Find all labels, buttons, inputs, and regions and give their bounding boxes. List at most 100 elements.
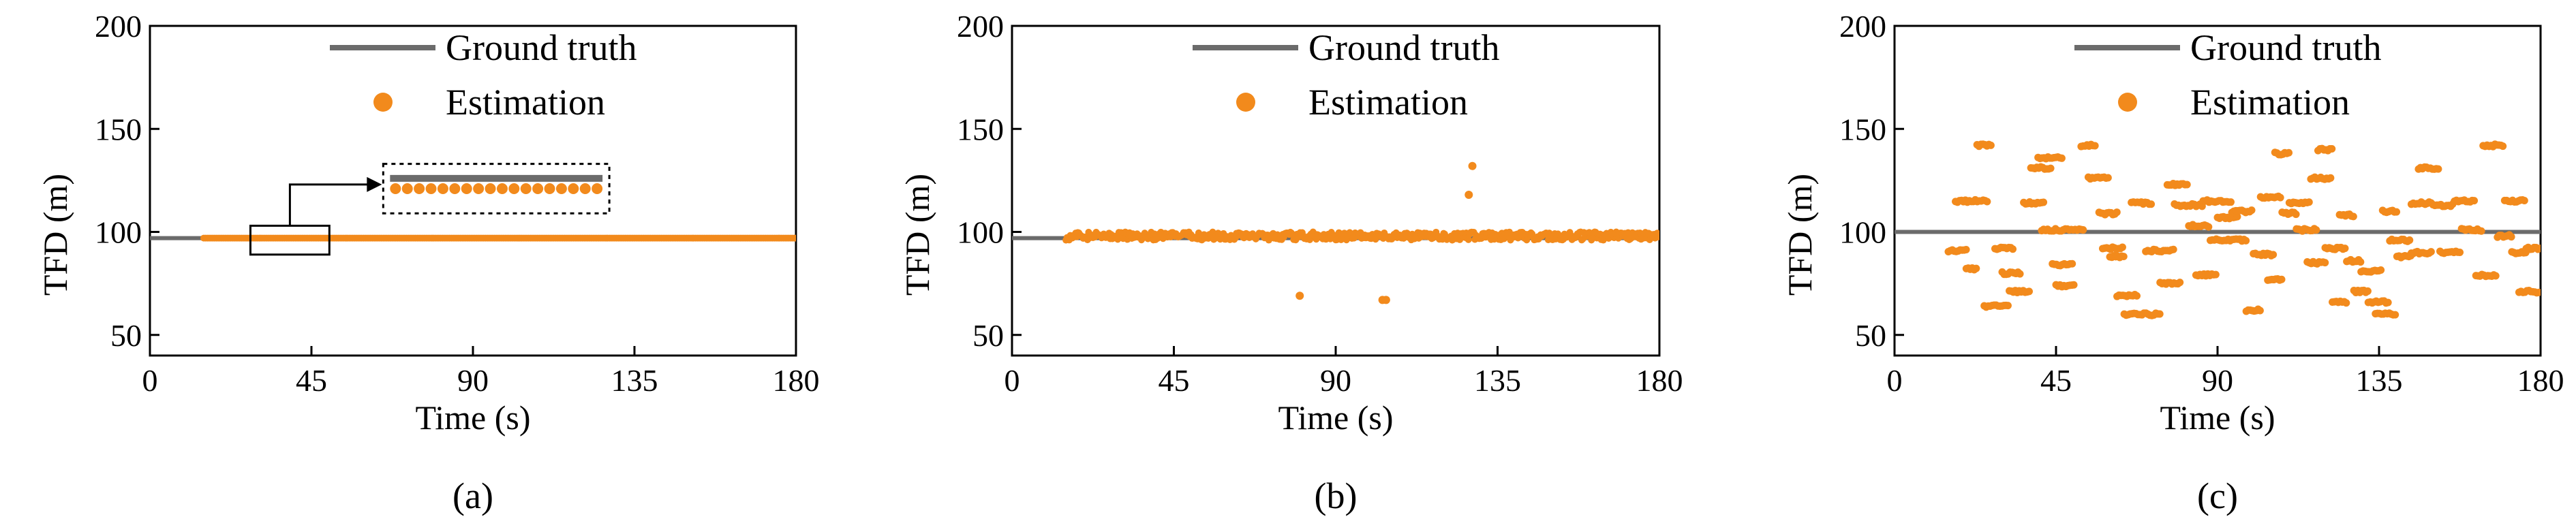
x-tick-label: 45 — [296, 363, 327, 398]
estimation-point — [793, 234, 796, 242]
panel-caption: (a) — [453, 475, 493, 516]
estimation-point — [2256, 306, 2264, 315]
x-tick-label: 45 — [1159, 363, 1190, 398]
estimation-point — [2427, 248, 2435, 256]
y-tick-label: 100 — [957, 215, 1004, 250]
y-tick-label: 200 — [957, 9, 1004, 44]
estimation-point — [2233, 213, 2241, 221]
x-tick-label: 45 — [2040, 363, 2072, 398]
zoom-estimation-point — [555, 183, 567, 194]
estimation-point — [2391, 311, 2399, 319]
x-tick-label: 180 — [1636, 363, 1683, 398]
estimation-point — [2248, 206, 2256, 215]
x-tick-label: 180 — [2517, 363, 2564, 398]
estimation-point — [2004, 302, 2012, 310]
plot-area — [1012, 161, 1659, 304]
estimation-point — [2321, 259, 2329, 267]
zoom-estimation-point — [390, 183, 401, 194]
plot-area — [150, 234, 796, 242]
panel-caption: (b) — [1315, 475, 1358, 516]
estimation-point — [1468, 161, 1477, 170]
estimation-point — [2477, 227, 2485, 235]
zoom-estimation-point — [473, 183, 485, 194]
zoom-inset-box — [382, 163, 611, 215]
legend-ground-truth-label: Ground truth — [446, 27, 637, 68]
zoom-estimation-point — [579, 183, 591, 194]
estimation-point — [2057, 154, 2066, 162]
estimation-point — [2070, 281, 2078, 289]
zoom-estimation-point — [520, 183, 532, 194]
estimation-point — [2499, 142, 2507, 151]
legend-ground-truth-label: Ground truth — [2190, 27, 2381, 68]
y-tick-label: 100 — [95, 215, 142, 250]
zoom-arrow-line — [288, 183, 374, 226]
y-tick-label: 50 — [1855, 318, 1886, 353]
estimation-point — [2349, 213, 2357, 221]
y-tick-label: 150 — [957, 112, 1004, 146]
estimation-point — [2520, 196, 2528, 204]
zoom-estimation-point — [449, 183, 461, 194]
x-tick-label: 135 — [2356, 363, 2403, 398]
estimation-point — [1381, 296, 1390, 304]
legend-estimation-swatch — [1236, 93, 1255, 112]
estimation-point — [2156, 310, 2164, 318]
x-tick-label: 90 — [2202, 363, 2233, 398]
estimation-point — [2046, 164, 2055, 172]
x-axis-title: Time (s) — [2160, 398, 2275, 437]
zoom-estimation-point — [414, 183, 425, 194]
zoom-arrow-head — [367, 176, 382, 192]
zoom-estimation-point — [532, 183, 544, 194]
x-tick-label: 180 — [773, 363, 820, 398]
estimation-point — [2534, 288, 2541, 296]
zoom-estimation-point — [461, 183, 472, 194]
estimation-point — [2025, 287, 2033, 296]
estimation-point — [2269, 251, 2278, 259]
estimation-point — [2456, 248, 2464, 256]
estimation-point — [2176, 279, 2184, 287]
x-tick-label: 0 — [1005, 363, 1020, 398]
estimation-point — [2393, 208, 2401, 216]
estimation-point — [1983, 198, 1991, 206]
estimation-point — [2211, 270, 2220, 279]
estimation-point — [2242, 236, 2250, 245]
estimation-point — [2068, 260, 2076, 268]
zoom-estimation-point — [508, 183, 520, 194]
zoom-inset-annotation — [249, 163, 611, 256]
estimation-point — [2118, 243, 2126, 251]
estimation-point — [1295, 292, 1304, 300]
estimation-point — [2292, 210, 2300, 219]
estimation-point — [2104, 174, 2112, 182]
estimation-point — [2305, 198, 2313, 206]
estimation-point — [2341, 245, 2349, 253]
zoom-estimation-point — [437, 183, 448, 194]
zoom-estimation-point — [496, 183, 508, 194]
estimation-point — [2079, 226, 2087, 234]
estimation-point — [2384, 298, 2392, 306]
panel-c: 0 45 90 135 180 50 100 150 200 Time (s) TFD (m) (c)… — [1781, 9, 2564, 516]
estimation-point — [2169, 245, 2177, 253]
zoom-estimation-point — [485, 183, 496, 194]
x-tick-label: 135 — [611, 363, 658, 398]
legend-estimation-label: Estimation — [1308, 82, 1468, 123]
y-tick-label: 50 — [972, 318, 1004, 353]
zoom-estimation-point — [401, 183, 413, 194]
y-tick-label: 200 — [95, 9, 142, 44]
estimation-point — [2278, 275, 2286, 283]
estimation-point — [2357, 258, 2365, 266]
x-tick-label: 0 — [1887, 363, 1903, 398]
y-tick-label: 200 — [1839, 9, 1886, 44]
estimation-point — [2091, 142, 2099, 150]
estimation-point — [1972, 264, 1980, 272]
plot-frame — [149, 25, 797, 357]
estimation-point — [2328, 144, 2336, 153]
estimation-point — [2536, 244, 2541, 252]
estimation-point — [2147, 200, 2156, 208]
estimation-point — [2285, 148, 2293, 157]
estimation-point — [1962, 245, 1970, 253]
zoom-estimation-point — [592, 183, 603, 194]
x-axis-title: Time (s) — [415, 398, 530, 437]
estimation-point — [2016, 270, 2024, 278]
estimation-point — [2226, 198, 2235, 206]
estimation-point — [2491, 272, 2500, 280]
estimation-point — [2119, 253, 2128, 261]
